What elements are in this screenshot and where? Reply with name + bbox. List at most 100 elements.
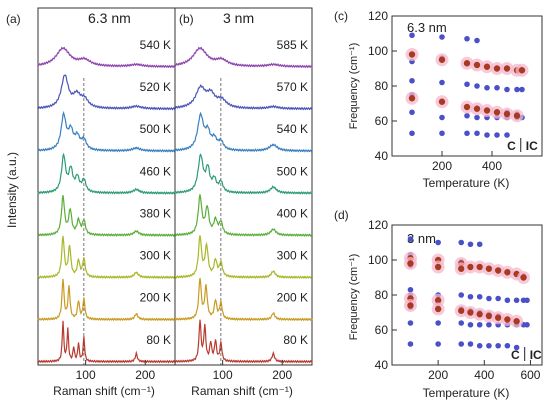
pb-spectrum-2 — [174, 111, 313, 153]
pb-spectrum-5 — [174, 235, 313, 280]
pd-point-blue-24 — [467, 293, 474, 300]
pb-temp-label-7: 80 K — [283, 333, 308, 347]
pa-spectrum-3 — [37, 152, 176, 195]
pb-temp-label-6: 200 K — [277, 291, 308, 305]
panel-a-title: 6.3 nm — [88, 10, 131, 26]
pc-phase-label-c: C — [507, 139, 516, 153]
pd-point-red-11 — [467, 263, 474, 271]
panel-c-ylabel: Frequency (cm⁻¹) — [348, 43, 360, 130]
pc-point-blue-12 — [464, 35, 470, 42]
pc-phase-label-ic: IC — [526, 139, 538, 153]
pc-point-blue-23 — [474, 130, 480, 137]
pd-point-blue-8 — [435, 239, 441, 246]
pc-point-blue-16 — [464, 112, 470, 119]
pa-temp-label-5: 300 K — [140, 249, 171, 263]
pd-point-blue-58 — [524, 321, 530, 328]
pd-point-blue-37 — [486, 321, 492, 328]
pc-point-blue-8 — [439, 79, 445, 86]
pd-point-blue-14 — [435, 341, 441, 347]
pc-point-red-9 — [483, 107, 491, 114]
pc-point-blue-4 — [409, 109, 415, 116]
pd-point-blue-21 — [458, 341, 465, 347]
pc-point-red-8 — [483, 63, 491, 70]
pd-point-red-19 — [504, 269, 511, 276]
pc-point-blue-11 — [439, 130, 445, 137]
pa-spectrum-7 — [37, 320, 176, 364]
pa-temp-label-2: 500 K — [140, 122, 171, 136]
pd-point-blue-22 — [467, 241, 474, 248]
pc-ytick-label-4: 120 — [368, 9, 388, 23]
pd-point-red-20 — [504, 316, 511, 323]
pc-point-red-5 — [463, 103, 471, 111]
pa-spectrum-5 — [37, 235, 176, 280]
panel-d-xlabel: Temperature (K) — [423, 386, 510, 400]
pd-point-blue-27 — [467, 341, 474, 347]
pd-point-red-3 — [407, 302, 414, 309]
panel-d: (d) 3 nm Frequency (cm⁻¹) Temperature (K… — [334, 208, 543, 400]
pd-ytick-label-4: 120 — [368, 218, 388, 232]
pc-point-blue-38 — [504, 132, 510, 138]
pd-point-red-7 — [434, 305, 442, 313]
panel-a-label: (a) — [6, 12, 21, 26]
pc-point-blue-17 — [464, 130, 470, 137]
pd-point-blue-33 — [476, 342, 483, 349]
pc-point-blue-22 — [474, 114, 480, 121]
pc-point-blue-6 — [439, 34, 445, 40]
pd-point-blue-40 — [495, 295, 501, 302]
pc-point-red-12 — [503, 65, 511, 72]
panel-b-label: (b) — [179, 12, 194, 26]
pc-point-red-11 — [493, 109, 501, 116]
pd-point-blue-15 — [458, 239, 465, 246]
pd-point-red-17 — [494, 267, 502, 274]
pd-point-blue-38 — [486, 342, 492, 349]
panel-a-xlabel: Raman shift (cm⁻¹) — [53, 384, 155, 398]
pb-temp-label-1: 570 K — [277, 80, 308, 94]
panel-d-ylabel: Frequency (cm⁻¹) — [348, 254, 360, 341]
pc-ytick-label-3: 100 — [368, 44, 388, 58]
panel-c: (c) 6.3 nm Frequency (cm⁻¹) Temperature … — [334, 9, 543, 190]
panel-c-title: 6.3 nm — [407, 20, 447, 35]
pd-point-red-13 — [476, 263, 483, 271]
pc-point-red-13 — [503, 110, 511, 118]
pd-point-red-14 — [476, 311, 483, 318]
pb-temp-label-0: 585 K — [277, 38, 308, 52]
pd-point-red-5 — [434, 263, 442, 271]
pd-point-blue-26 — [467, 321, 474, 328]
pb-xtick-label-1: 200 — [272, 368, 292, 382]
pd-point-blue-30 — [476, 293, 483, 300]
pd-point-red-6 — [434, 297, 442, 304]
pd-point-red-16 — [485, 312, 493, 320]
pc-point-blue-44 — [519, 86, 525, 93]
pd-point-blue-43 — [495, 342, 501, 349]
pa-spectrum-0 — [37, 46, 176, 69]
pc-ytick-label-2: 80 — [375, 79, 389, 93]
pc-point-red-0 — [408, 51, 416, 58]
pc-point-red-10 — [493, 65, 501, 72]
pd-point-blue-32 — [476, 321, 483, 328]
pc-point-blue-5 — [409, 130, 415, 137]
pd-point-blue-3 — [407, 286, 414, 293]
pd-point-red-23 — [520, 274, 527, 281]
panel-d-label: (d) — [334, 208, 349, 222]
pc-point-red-7 — [473, 105, 481, 112]
pd-point-blue-18 — [458, 292, 465, 298]
pa-temp-label-3: 460 K — [140, 164, 171, 178]
pb-spectrum-6 — [174, 278, 313, 322]
pb-spectrum-1 — [174, 84, 313, 111]
pd-phase-label-ic: IC — [530, 348, 542, 362]
pc-point-red-1 — [408, 95, 416, 102]
panel-b-frame — [174, 7, 313, 366]
panel-c-label: (c) — [334, 9, 348, 23]
pc-point-blue-18 — [474, 37, 480, 44]
pa-temp-label-0: 540 K — [140, 38, 171, 52]
pa-xtick-label-1: 200 — [135, 368, 155, 382]
pa-temp-label-7: 80 K — [146, 333, 171, 347]
pc-point-red-6 — [473, 61, 481, 69]
pc-point-blue-20 — [474, 83, 480, 89]
pd-point-blue-13 — [435, 320, 441, 326]
pd-ytick-label-2: 80 — [375, 288, 389, 302]
pc-point-blue-10 — [439, 114, 445, 121]
pd-point-blue-28 — [476, 241, 483, 248]
pd-xtick-label-0: 200 — [428, 368, 448, 382]
pb-spectrum-4 — [174, 194, 313, 238]
